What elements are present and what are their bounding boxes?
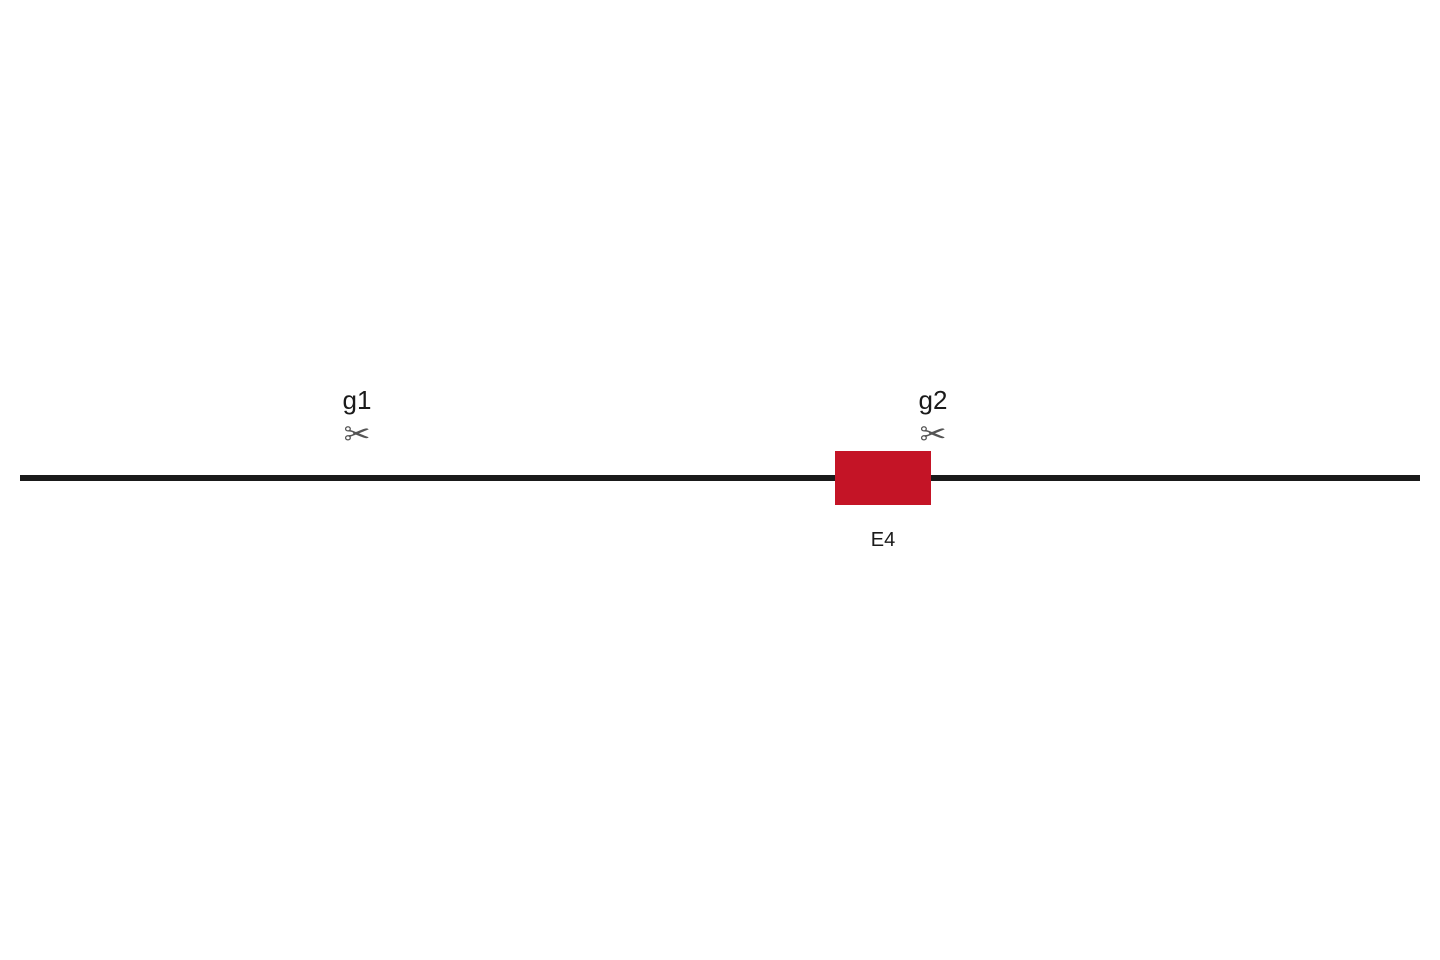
scissors-icon: ✂ [344, 418, 371, 450]
scissors-icon: ✂ [920, 418, 947, 450]
exon-label-e4: E4 [871, 529, 895, 552]
gene-axis-line [20, 475, 1420, 481]
exon-box-e4 [835, 451, 931, 505]
cut-label-g1: g1 [343, 385, 372, 416]
cut-label-g2: g2 [919, 385, 948, 416]
